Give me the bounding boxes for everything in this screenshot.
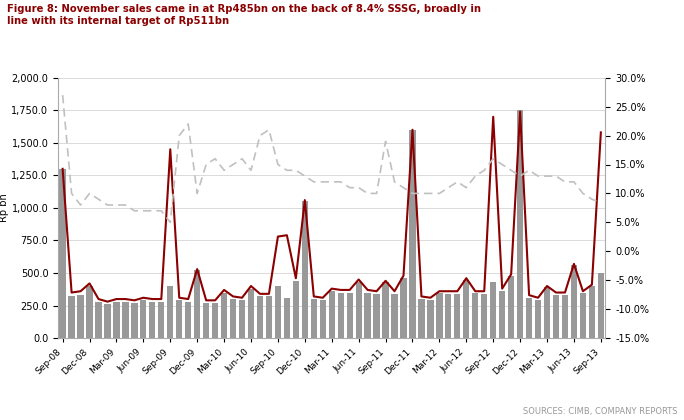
Bar xyxy=(105,304,111,338)
Bar xyxy=(77,295,83,338)
Bar xyxy=(275,286,281,338)
Bar xyxy=(212,303,218,338)
Bar xyxy=(122,302,129,338)
Bar xyxy=(499,291,505,338)
Bar xyxy=(266,297,272,338)
Bar xyxy=(598,273,604,338)
Bar xyxy=(319,300,326,338)
Bar xyxy=(230,299,236,338)
Bar xyxy=(589,286,595,338)
Bar xyxy=(338,292,344,338)
Bar xyxy=(239,300,245,338)
Bar xyxy=(248,289,254,338)
Bar xyxy=(571,265,577,338)
Bar xyxy=(419,299,425,338)
Bar xyxy=(176,300,183,338)
Bar xyxy=(140,300,146,338)
Bar xyxy=(114,302,120,338)
Bar xyxy=(373,294,380,338)
Bar xyxy=(203,303,209,338)
Bar xyxy=(158,302,164,338)
Bar xyxy=(149,302,155,338)
Bar xyxy=(347,292,353,338)
Bar xyxy=(391,294,397,338)
Bar xyxy=(544,287,550,338)
Bar xyxy=(302,201,308,338)
Bar xyxy=(356,282,362,338)
Bar xyxy=(472,292,478,338)
Bar xyxy=(454,294,460,338)
Bar xyxy=(60,169,66,338)
Bar xyxy=(68,297,75,338)
Bar xyxy=(463,280,469,338)
Bar xyxy=(436,292,443,338)
Bar xyxy=(553,295,559,338)
Y-axis label: Rp bn: Rp bn xyxy=(0,194,9,222)
Bar xyxy=(517,110,523,338)
Bar xyxy=(194,270,200,338)
Bar xyxy=(562,295,568,338)
Text: SOURCES: CIMB, COMPANY REPORTS: SOURCES: CIMB, COMPANY REPORTS xyxy=(523,407,677,416)
Bar xyxy=(256,297,263,338)
Bar xyxy=(526,298,532,338)
Bar xyxy=(95,302,102,338)
Text: Figure 8: November sales came in at Rp485bn on the back of 8.4% SSSG, broadly in: Figure 8: November sales came in at Rp48… xyxy=(7,4,481,26)
Bar xyxy=(221,292,227,338)
Bar xyxy=(490,282,497,338)
Bar xyxy=(167,286,174,338)
Bar xyxy=(535,300,541,338)
Bar xyxy=(445,294,451,338)
Bar xyxy=(131,303,137,338)
Bar xyxy=(284,298,290,338)
Bar xyxy=(365,292,371,338)
Bar xyxy=(508,276,514,338)
Bar xyxy=(428,300,434,338)
Bar xyxy=(382,282,389,338)
Bar xyxy=(328,291,335,338)
Bar xyxy=(311,299,317,338)
Bar xyxy=(481,294,488,338)
Bar xyxy=(409,130,416,338)
Bar xyxy=(580,292,586,338)
Bar xyxy=(293,281,299,338)
Bar xyxy=(185,302,192,338)
Bar xyxy=(86,286,92,338)
Bar xyxy=(400,278,407,338)
